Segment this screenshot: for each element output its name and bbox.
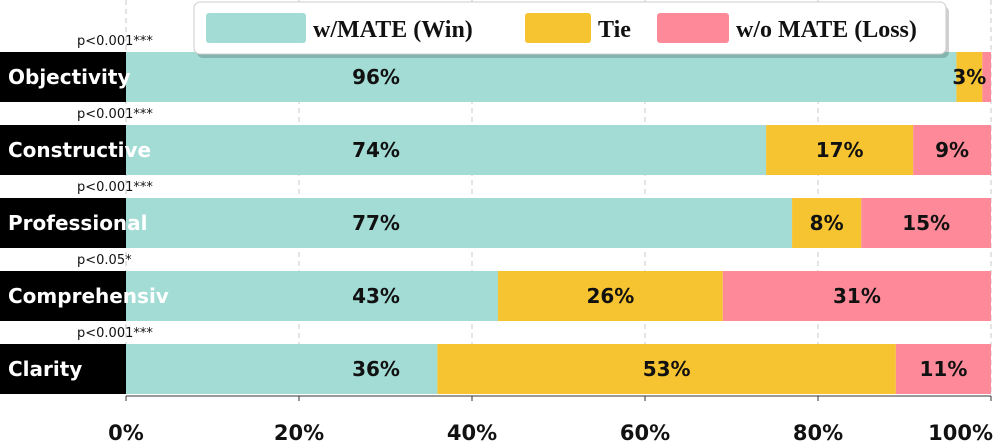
bar-value-labels: 96% 3% 74% 17% 9% 77% 8% 15% 43% 26% 31% 36% 53% 11% xyxy=(352,65,986,381)
bar-segment xyxy=(126,344,438,394)
bar-segment xyxy=(861,198,991,248)
category-label: Professional xyxy=(0,198,148,248)
category-label: Constructive xyxy=(0,125,151,175)
category-label-text: Constructive xyxy=(8,138,151,162)
category-label: Objectivity xyxy=(0,52,131,102)
bar-segment xyxy=(956,52,983,102)
category-label-background xyxy=(0,344,126,394)
category-label: Comprehensiv xyxy=(0,271,169,321)
legend-swatch xyxy=(206,13,306,43)
bar-value-label: 77% xyxy=(352,211,400,235)
x-tick-label: 60% xyxy=(620,421,670,445)
significance-label: p<0.001*** xyxy=(77,34,153,49)
bar-segment xyxy=(766,125,914,175)
category-label: Clarity xyxy=(0,344,126,394)
bar-segment xyxy=(437,344,896,394)
bar-segment xyxy=(722,271,991,321)
bar-value-label: 36% xyxy=(352,357,400,381)
bar-value-label: 8% xyxy=(810,211,844,235)
category-label-text: Professional xyxy=(8,211,148,235)
legend-entry-label: Tie xyxy=(598,17,631,43)
bar-value-label: 96% xyxy=(352,65,400,89)
bar-segment xyxy=(126,198,793,248)
category-label-background xyxy=(0,271,126,321)
bar-segment xyxy=(126,125,767,175)
significance-label: p<0.001*** xyxy=(77,326,153,341)
bar-segment xyxy=(792,198,862,248)
x-tick-label: 100% xyxy=(928,421,993,445)
x-tick-label: 20% xyxy=(274,421,324,445)
category-labels: Objectivity Constructive Professional Compr… xyxy=(0,52,169,394)
bar-value-label: 74% xyxy=(352,138,400,162)
bar-segment xyxy=(982,52,991,102)
bar-segment xyxy=(126,271,498,321)
category-label-text: Clarity xyxy=(8,357,82,381)
category-label-background xyxy=(0,125,126,175)
bar-value-label: 26% xyxy=(586,284,634,308)
bar-value-label: 17% xyxy=(816,138,864,162)
legend-entry-label: w/o MATE (Loss) xyxy=(736,17,917,43)
significance-label: p<0.001*** xyxy=(77,180,153,195)
x-axis: 0% 20% 40% 60% 80% 100% xyxy=(108,395,993,445)
x-tick-label: 0% xyxy=(108,421,144,445)
category-label-background xyxy=(0,52,126,102)
bars xyxy=(126,52,991,394)
category-label-background xyxy=(0,198,126,248)
category-label-text: Comprehensiv xyxy=(8,284,169,308)
legend: w/MATE (Win) Tie w/o MATE (Loss) xyxy=(193,1,949,58)
significance-label: p<0.05* xyxy=(77,253,132,268)
significance-labels: p<0.001*** p<0.001*** p<0.001*** p<0.05* p<0… xyxy=(77,34,153,341)
bar-segment xyxy=(913,125,991,175)
category-label-text: Objectivity xyxy=(8,65,131,89)
x-tick-label: 80% xyxy=(793,421,843,445)
bar-value-label: 15% xyxy=(902,211,950,235)
bar-segment xyxy=(126,52,957,102)
legend-swatch xyxy=(525,13,591,43)
bar-value-label: 43% xyxy=(352,284,400,308)
x-tick-label: 40% xyxy=(447,421,497,445)
bar-value-label: 3% xyxy=(952,65,986,89)
legend-swatch xyxy=(657,13,729,43)
legend-entry-label: w/MATE (Win) xyxy=(313,17,473,43)
bar-segment xyxy=(497,271,723,321)
bar-value-label: 9% xyxy=(935,138,969,162)
bar-value-label: 53% xyxy=(643,357,691,381)
significance-label: p<0.001*** xyxy=(77,107,153,122)
bar-value-label: 31% xyxy=(833,284,881,308)
bar-segment xyxy=(895,344,991,394)
bar-value-label: 11% xyxy=(919,357,967,381)
